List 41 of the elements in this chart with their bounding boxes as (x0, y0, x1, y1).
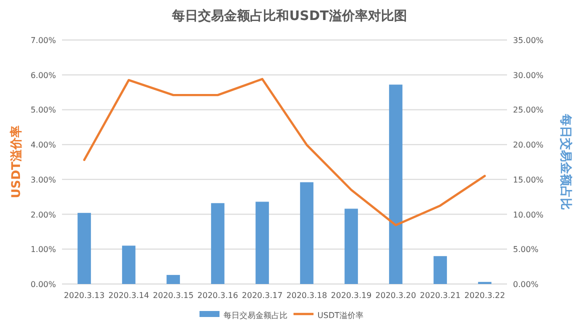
x-tick-label: 2020.3.14 (108, 291, 150, 300)
y2-tick-label: 20.00% (513, 140, 544, 150)
bar (434, 256, 447, 284)
x-tick-label: 2020.3.18 (286, 291, 328, 300)
y2-tick-label: 0.00% (513, 280, 539, 289)
bar (78, 212, 91, 284)
x-tick-label: 2020.3.15 (152, 291, 194, 300)
x-tick-label: 2020.3.20 (375, 291, 416, 300)
bar (166, 274, 180, 284)
y-tick-label: 6.00% (30, 70, 56, 80)
y-tick-label: 1.00% (30, 245, 56, 254)
bar (344, 208, 358, 284)
y2-tick-label: 25.00% (513, 106, 544, 115)
y2-tick-label: 15.00% (513, 175, 544, 184)
line-series (83, 78, 486, 226)
y-tick-label: 7.00% (30, 36, 56, 45)
y-tick-label: 3.00% (30, 175, 56, 184)
x-tick-label: 2020.3.19 (330, 291, 372, 300)
y-tick-label: 0.00% (30, 280, 56, 289)
x-tick-label: 2020.3.17 (242, 291, 283, 300)
legend-label: USDT溢价率 (318, 311, 364, 320)
x-tick-label: 2020.3.21 (420, 291, 461, 300)
legend-label: 每日交易金额占比 (224, 311, 288, 320)
x-tick-label: 2020.3.16 (197, 291, 238, 300)
y-tick-label: 2.00% (30, 210, 56, 220)
y2-tick-label: 10.00% (513, 210, 544, 220)
y2-tick-label: 35.00% (513, 36, 544, 45)
x-tick-label: 2020.3.22 (464, 291, 506, 300)
chart-title: 每日交易金额占比和USDT溢价率对比图 (171, 8, 407, 24)
bar (389, 84, 402, 284)
y-tick-label: 5.00% (30, 106, 56, 115)
bar (122, 246, 136, 284)
y2-tick-label: 5.00% (513, 245, 539, 254)
bar (256, 202, 269, 284)
bar (211, 203, 224, 284)
y-tick-label: 4.00% (30, 140, 56, 150)
x-tick-label: 2020.3.13 (64, 291, 105, 300)
y-axis-title: USDT溢价率 (9, 126, 23, 198)
y2-axis-title: 每日交易金额占比 (559, 113, 573, 210)
bar (300, 182, 314, 284)
y2-tick-label: 30.00% (513, 70, 544, 80)
